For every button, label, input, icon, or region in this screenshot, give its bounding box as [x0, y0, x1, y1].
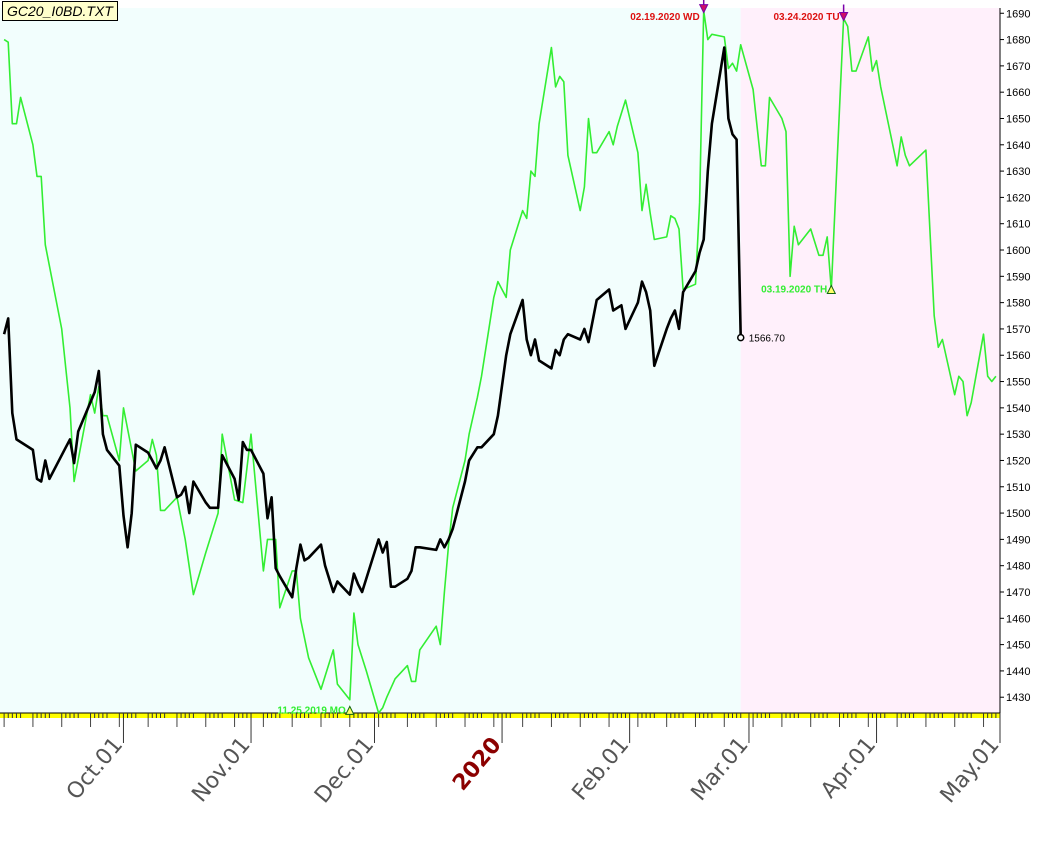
y-tick-label: 1500 [1006, 508, 1030, 520]
y-tick-label: 1690 [1006, 8, 1030, 20]
top-annotation-label: 03.24.2020 TU [773, 12, 839, 23]
y-tick-label: 1660 [1006, 87, 1030, 99]
top-marker-icon [698, 4, 709, 14]
y-tick-label: 1530 [1006, 429, 1030, 441]
x-tick-label: Apr.01 [816, 733, 881, 803]
x-tick-label: May.01 [936, 733, 1005, 808]
top-marker-icon [838, 12, 849, 22]
y-tick-label: 1680 [1006, 35, 1030, 47]
y-tick-label: 1590 [1006, 271, 1030, 283]
bottom-marker-icon [826, 284, 837, 294]
x-axis-strip [0, 713, 1000, 718]
y-tick-label: 1520 [1006, 455, 1030, 467]
y-tick-label: 1450 [1006, 640, 1030, 652]
y-tick-label: 1490 [1006, 534, 1030, 546]
y-axis: 1430 1440 1450 1460 1470 1480 1490 1500 1510 1520… [999, 8, 1030, 713]
x-tick-label: Mar.01 [687, 733, 754, 806]
y-tick-label: 1560 [1006, 350, 1030, 362]
bottom-annotation-label: 11.25.2019 MO [277, 705, 346, 716]
y-tick-label: 1550 [1006, 377, 1030, 389]
x-tick-label: Feb.01 [568, 733, 635, 806]
y-tick-label: 1580 [1006, 298, 1030, 310]
plot-background-unshaded [0, 8, 741, 713]
x-tick-label: Dec.01 [310, 733, 379, 808]
last-value-label: 1566.70 [749, 334, 786, 345]
y-tick-label: 1510 [1006, 482, 1030, 494]
y-tick-label: 1600 [1006, 245, 1030, 257]
y-tick-label: 1670 [1006, 61, 1030, 73]
x-tick-label: 2020 [448, 733, 507, 796]
x-axis: Oct.01 Nov.01 Dec.01 2020 Feb.01 Mar.01 Apr.01… [0, 712, 1005, 808]
y-tick-label: 1440 [1006, 666, 1030, 678]
y-tick-label: 1480 [1006, 561, 1030, 573]
y-tick-label: 1650 [1006, 113, 1030, 125]
y-tick-label: 1640 [1006, 140, 1030, 152]
last-value-marker [736, 333, 745, 342]
bottom-marker-icon [344, 705, 355, 715]
black-series-line [2, 46, 742, 599]
x-tick-label: Oct.01 [62, 733, 128, 805]
x-tick-label: Nov.01 [187, 733, 255, 807]
y-tick-label: 1620 [1006, 192, 1030, 204]
y-tick-label: 1470 [1006, 587, 1030, 599]
y-tick-label: 1430 [1006, 692, 1030, 704]
top-annotation-label: 02.19.2020 WD [630, 12, 700, 23]
annotations: 02.19.2020 WD 03.24.2020 TU 03.19.2020 TH 1… [277, 0, 849, 716]
y-tick-label: 1570 [1006, 324, 1030, 336]
y-tick-label: 1460 [1006, 613, 1030, 625]
chart-title: GC20_I0BD.TXT [2, 1, 118, 21]
y-tick-label: 1610 [1006, 219, 1030, 231]
bottom-annotation-label: 03.19.2020 TH [761, 284, 827, 295]
y-tick-label: 1630 [1006, 166, 1030, 178]
y-tick-label: 1540 [1006, 403, 1030, 415]
